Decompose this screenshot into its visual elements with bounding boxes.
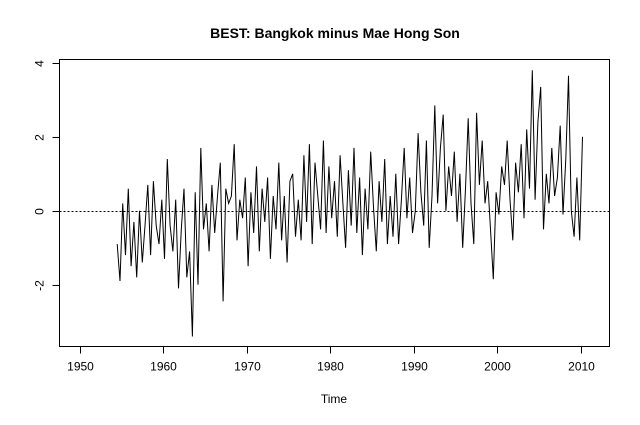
x-tick-label: 1980 — [317, 360, 344, 374]
x-tick-label: 1950 — [67, 360, 94, 374]
series-line — [116, 70, 583, 337]
y-tick-label: 2 — [33, 134, 47, 141]
x-tick-label: 2000 — [484, 360, 511, 374]
x-tick-label: 1970 — [234, 360, 261, 374]
x-tick-label: 1990 — [401, 360, 428, 374]
plot-frame — [59, 59, 610, 347]
x-axis-label: Time — [321, 392, 348, 406]
y-tick-label: 4 — [33, 60, 47, 67]
y-tick-label: -2 — [33, 280, 47, 291]
x-tick-label: 1960 — [150, 360, 177, 374]
y-axis: -2 0 2 4 — [33, 60, 60, 291]
x-tick-label: 2010 — [568, 360, 595, 374]
y-tick-label: 0 — [33, 208, 47, 215]
chart-title: BEST: Bangkok minus Mae Hong Son — [210, 25, 460, 41]
x-axis: 1950 1960 1970 1980 1990 2000 2010 — [67, 346, 595, 374]
